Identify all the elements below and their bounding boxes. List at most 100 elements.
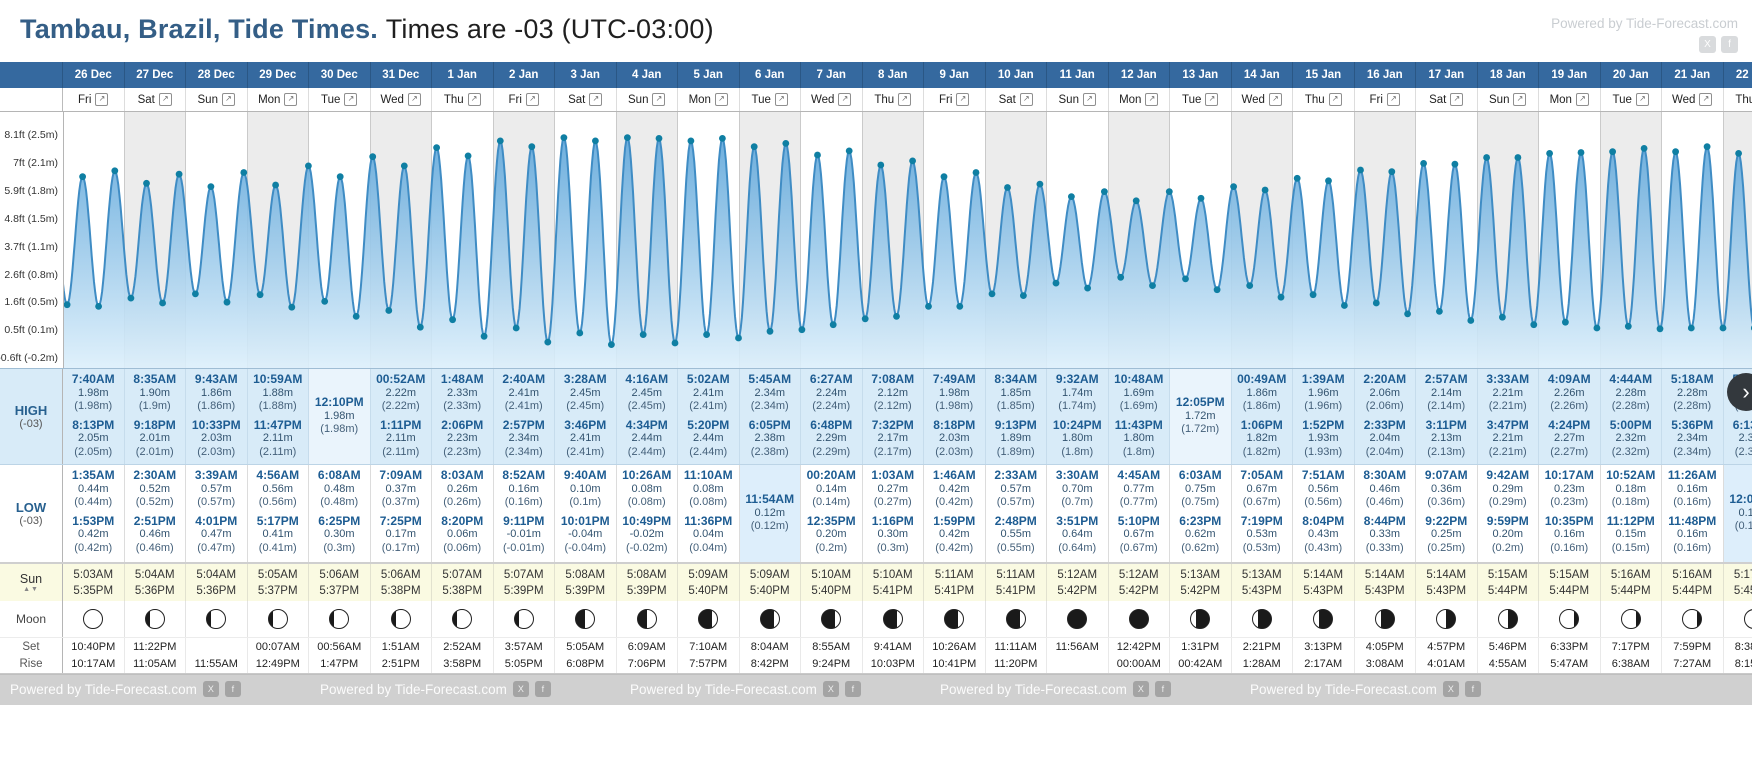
day-link[interactable]: Fri ↗	[63, 88, 125, 111]
tide-extreme-dot	[560, 134, 568, 141]
powered-by-link[interactable]: Powered by Tide-Forecast.com	[630, 681, 817, 697]
x-social-icon[interactable]: X	[512, 681, 529, 697]
day-link[interactable]: Wed ↗	[1232, 88, 1293, 111]
day-link[interactable]: Tue ↗	[309, 88, 371, 111]
moon-phase-icon	[513, 609, 534, 629]
day-link[interactable]: Sat ↗	[1416, 88, 1478, 111]
powered-by-link[interactable]: Powered by Tide-Forecast.com	[10, 681, 197, 697]
tide-extreme-dot	[1624, 322, 1632, 330]
moon-phase-icon	[329, 609, 350, 629]
tide-extreme-dot	[512, 324, 520, 332]
day-link[interactable]: Sun ↗	[1478, 88, 1539, 111]
tide-entry: 3:47PM 2.21m (2.21m)	[1487, 418, 1529, 460]
day-link[interactable]: Mon ↗	[1109, 88, 1170, 111]
tide-extreme-dot	[877, 161, 885, 169]
tide-entry: 1:06PM 1.82m (1.82m)	[1241, 418, 1283, 460]
facebook-icon[interactable]: f	[534, 681, 551, 697]
external-link-icon: ↗	[1082, 93, 1096, 106]
facebook-icon[interactable]: f	[1464, 681, 1481, 697]
tide-height: -0.01m	[506, 528, 541, 540]
tide-entry: 9:13PM 1.89m (1.89m)	[995, 418, 1037, 460]
tide-time: 9:11PM	[503, 513, 545, 528]
moon-cell	[125, 601, 186, 637]
tide-extreme-dot	[528, 143, 536, 151]
corner-cell	[0, 62, 63, 88]
tide-entry: 4:09AM 2.26m (2.26m)	[1548, 372, 1591, 414]
tide-datum-height: (0.18m)	[1611, 496, 1650, 508]
facebook-icon[interactable]: f	[1154, 681, 1171, 697]
facebook-icon[interactable]: f	[224, 681, 241, 697]
tide-extreme-dot	[655, 135, 663, 142]
day-link[interactable]: Mon ↗	[1539, 88, 1601, 111]
x-social-icon[interactable]: X	[1442, 681, 1459, 697]
tide-datum-height: (2.11m)	[259, 445, 297, 458]
moon-row: Moon	[0, 601, 1752, 637]
day-link[interactable]: Thu↗	[432, 88, 494, 111]
powered-by-link[interactable]: Powered by Tide-Forecast.com	[320, 681, 507, 697]
tide-time: 6:27AM	[809, 372, 853, 386]
day-link[interactable]: Fri ↗	[1355, 88, 1416, 111]
sun-row: Sun ▲▼ 5:03AM 5:35PM 5:04AM 5:36PM 5:04AM 5:3…	[0, 563, 1752, 601]
powered-by-link[interactable]: Powered by Tide-Forecast.com	[940, 681, 1127, 697]
tide-entry: 8:44PM 0.33m (0.33m)	[1364, 514, 1406, 556]
tide-entry: 3:28AM 2.45m (2.45m)	[564, 372, 607, 414]
tide-extreme-dot	[925, 303, 932, 310]
day-link[interactable]: Tue ↗	[1170, 88, 1232, 111]
moon-cell	[678, 601, 740, 637]
day-link[interactable]: Sat ↗	[125, 88, 186, 111]
tide-time: 4:34PM	[625, 417, 668, 432]
tide-extreme-dot	[288, 303, 296, 311]
day-link[interactable]: Wed ↗	[1662, 88, 1724, 111]
tide-height: 0.44m	[77, 482, 109, 495]
sun-times-cell: 5:06AM 5:37PM	[309, 564, 371, 601]
day-link[interactable]: Mon ↗	[248, 88, 309, 111]
tide-entry: 11:48PM 0.16m (0.16m)	[1668, 514, 1716, 556]
x-social-icon[interactable]: X	[1132, 681, 1149, 697]
tide-height: 2.23m	[446, 432, 478, 444]
powered-by-link[interactable]: Powered by Tide-Forecast.com	[1551, 16, 1738, 31]
day-abbrev: Tue	[751, 93, 771, 106]
x-social-icon[interactable]: X	[1699, 36, 1716, 53]
day-link[interactable]: Tue ↗	[740, 88, 801, 111]
tide-time: 4:24PM	[1548, 417, 1591, 432]
day-link[interactable]: Sun ↗	[1047, 88, 1109, 111]
powered-by-link[interactable]: Powered by Tide-Forecast.com	[1250, 681, 1437, 697]
day-link[interactable]: Thu↗	[863, 88, 924, 111]
day-link[interactable]: Fri ↗	[924, 88, 986, 111]
tide-time: 9:07AM	[1424, 468, 1468, 482]
day-link[interactable]: Fri ↗	[494, 88, 555, 111]
day-link[interactable]: Thu↗	[1724, 88, 1752, 111]
date-header: 8 Jan	[863, 62, 924, 88]
low-tide-cell: 8:30AM 0.46m (0.46m) 8:44PM 0.33m (0.33m)	[1355, 465, 1416, 562]
day-link[interactable]: Tue ↗	[1601, 88, 1662, 111]
tide-entry: 1:16PM 0.30m (0.3m)	[872, 514, 914, 556]
day-link[interactable]: Sat ↗	[555, 88, 617, 111]
day-link[interactable]: Sat ↗	[986, 88, 1047, 111]
tide-entry: 6:48PM 2.29m (2.29m)	[810, 418, 852, 460]
tide-entry: 3:33AM 2.21m (2.21m)	[1486, 372, 1529, 414]
day-link[interactable]: Sun ↗	[617, 88, 678, 111]
facebook-icon[interactable]: f	[1721, 36, 1738, 53]
day-link[interactable]: Thu↗	[1293, 88, 1355, 111]
tide-chart: 9.2ft (2.8m) 8.1ft (2.5m) 7ft (2.1m) 5.9ft …	[0, 112, 1752, 368]
day-link[interactable]: Wed ↗	[801, 88, 863, 111]
day-link[interactable]: Mon ↗	[678, 88, 740, 111]
tide-entry: 5:36PM 2.34m (2.34m)	[1671, 418, 1713, 460]
tide-height: 0.17m	[385, 528, 417, 540]
tide-datum-height: (2.11m)	[382, 445, 420, 458]
x-social-icon[interactable]: X	[822, 681, 839, 697]
sunset-time: 5:44PM	[1549, 584, 1590, 597]
facebook-icon[interactable]: f	[844, 681, 861, 697]
next-days-button[interactable]: ›	[1727, 373, 1752, 411]
x-social-icon[interactable]: X	[202, 681, 219, 697]
tide-time: 7:32PM	[871, 417, 914, 432]
tide-extreme-dot	[352, 313, 360, 320]
day-link[interactable]: Wed ↗	[371, 88, 432, 111]
tide-datum-height: (0.56m)	[1304, 496, 1343, 508]
day-link[interactable]: Sun ↗	[186, 88, 248, 111]
